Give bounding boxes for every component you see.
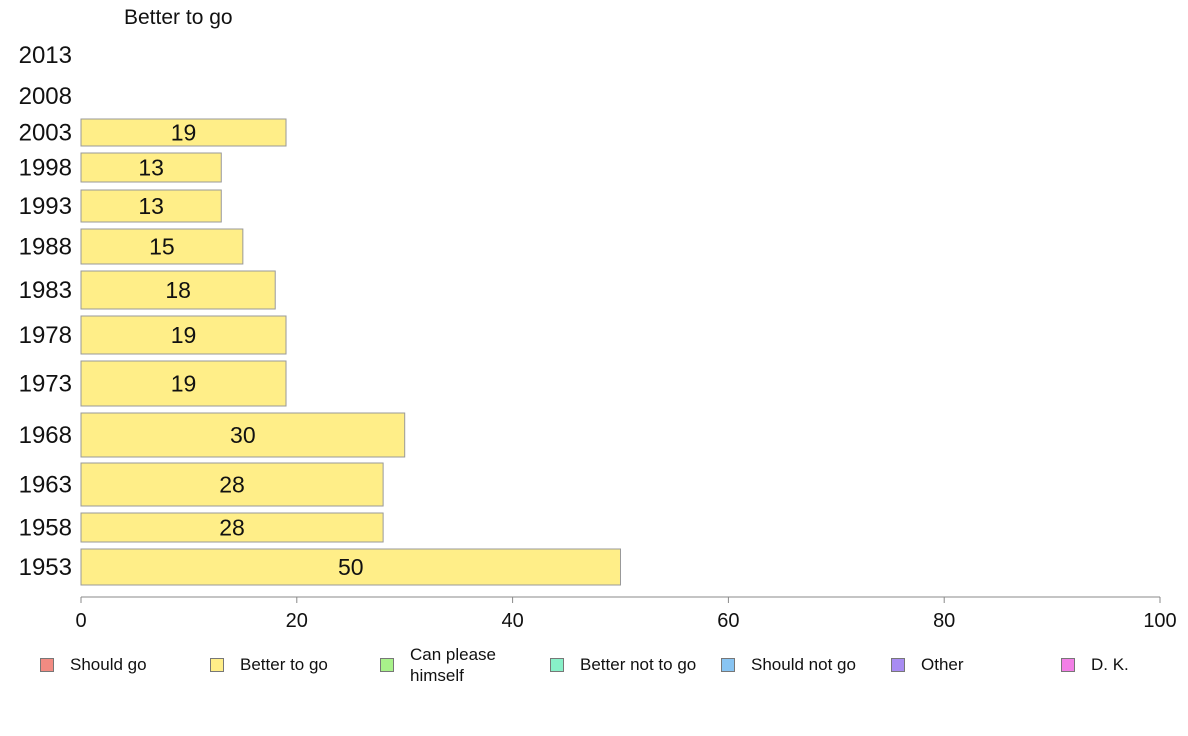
bar <box>80 315 287 355</box>
data-label: 18 <box>165 277 191 303</box>
data-label: 19 <box>171 371 197 397</box>
legend-swatch <box>40 658 54 672</box>
legend-item-dk: D. K. <box>1061 640 1129 675</box>
legend-swatch <box>550 658 564 672</box>
legend-swatch <box>721 658 735 672</box>
bar <box>80 228 244 265</box>
legend-label: Better to go <box>240 655 328 674</box>
bar <box>80 270 276 310</box>
legend-label: D. K. <box>1091 655 1129 674</box>
category-label: 2008 <box>19 83 72 110</box>
x-tick-label: 40 <box>501 610 523 632</box>
legend-label: Can please himself <box>410 645 497 685</box>
data-label: 13 <box>138 155 164 181</box>
data-label: 19 <box>171 120 197 146</box>
legend-swatch <box>1061 658 1075 672</box>
legend-item-other: Other <box>891 640 964 675</box>
bar <box>80 512 384 543</box>
legend-item-better-not-to-go: Better not to go <box>550 640 696 675</box>
legend-item-should-go: Should go <box>40 640 147 675</box>
data-label: 50 <box>338 554 364 580</box>
category-label: 1973 <box>19 371 72 398</box>
chart-title: Better to go <box>124 6 233 29</box>
category-label: 2013 <box>19 42 72 69</box>
category-label: 1958 <box>19 515 72 542</box>
category-label: 1998 <box>19 155 72 182</box>
data-label: 13 <box>138 193 164 219</box>
data-label: 28 <box>219 515 245 541</box>
bar <box>80 462 384 507</box>
x-tick-label: 80 <box>933 610 955 632</box>
x-tick-label: 0 <box>75 610 86 632</box>
category-label: 1983 <box>19 277 72 304</box>
x-tick-label: 60 <box>717 610 739 632</box>
bar <box>80 360 287 407</box>
data-label: 30 <box>230 422 256 448</box>
bar-chart: 2013 2008 2003 19 1998 13 1993 13 1988 15 1983 18 19… <box>19 42 1177 632</box>
category-label: 1988 <box>19 234 72 261</box>
legend-swatch <box>210 658 224 672</box>
data-label: 15 <box>149 234 175 260</box>
x-tick-label: 20 <box>286 610 308 632</box>
bar <box>80 118 287 147</box>
data-label: 19 <box>171 322 197 348</box>
bar <box>80 152 222 183</box>
x-tick-label: 100 <box>1143 610 1176 632</box>
category-label: 1953 <box>19 554 72 581</box>
legend-label: Better not to go <box>580 655 697 674</box>
category-label: 1993 <box>19 193 72 220</box>
bar <box>80 189 222 223</box>
legend-label: Other <box>921 655 964 674</box>
legend-swatch <box>380 658 394 672</box>
category-label: 1978 <box>19 322 72 349</box>
chart-legend: Should go Better to go Can please himsel… <box>0 640 1188 700</box>
bar <box>80 548 621 586</box>
legend-item-better-to-go: Better to go <box>210 640 328 675</box>
category-label: 1963 <box>19 472 72 499</box>
legend-label: Should go <box>70 655 147 674</box>
category-label: 2003 <box>19 120 72 147</box>
data-label: 28 <box>219 472 245 498</box>
legend-label: Should not go <box>751 655 856 674</box>
legend-item-should-not-go: Should not go <box>721 640 856 675</box>
bar <box>80 412 406 458</box>
legend-item-can-please-himself: Can please himself <box>380 640 520 686</box>
category-label: 1968 <box>19 422 72 449</box>
legend-swatch <box>891 658 905 672</box>
